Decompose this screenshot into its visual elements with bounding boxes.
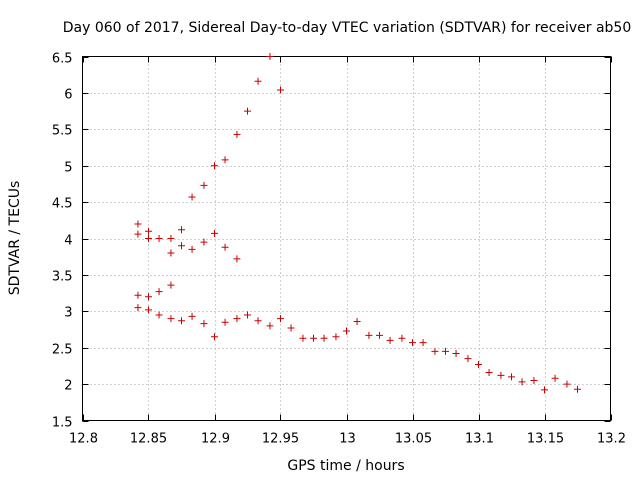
data-point bbox=[211, 229, 218, 237]
data-point bbox=[244, 107, 251, 115]
data-point bbox=[254, 317, 262, 325]
data-point bbox=[287, 324, 295, 332]
x-axis-label: GPS time / hours bbox=[287, 458, 404, 474]
y-tick-label: 1.5 bbox=[52, 416, 73, 431]
data-point bbox=[233, 130, 241, 138]
data-point bbox=[178, 226, 185, 234]
data-point bbox=[155, 288, 163, 296]
y-tick-label: 2 bbox=[64, 379, 72, 394]
data-point bbox=[353, 317, 361, 325]
data-point bbox=[398, 334, 406, 342]
data-point bbox=[464, 355, 472, 363]
data-point bbox=[145, 306, 152, 314]
x-tick-label: 12.8 bbox=[69, 432, 98, 447]
y-tick-labels: 1.5 2 2.5 3 3.5 4 4.5 5 5.5 6 6.5 bbox=[52, 52, 73, 431]
data-point bbox=[475, 360, 482, 368]
y-tick-label: 4.5 bbox=[52, 197, 73, 212]
data-point bbox=[277, 315, 284, 323]
x-tick-label: 12.85 bbox=[130, 432, 167, 447]
data-point bbox=[188, 193, 196, 201]
data-point bbox=[188, 245, 196, 253]
data-point bbox=[386, 336, 394, 344]
data-point bbox=[221, 318, 229, 326]
data-point bbox=[254, 77, 262, 85]
data-point bbox=[134, 230, 142, 238]
data-point bbox=[178, 317, 185, 325]
y-tick-label: 5 bbox=[64, 161, 72, 176]
data-point bbox=[442, 347, 449, 355]
y-axis-label: SDTVAR / TECUs bbox=[7, 181, 23, 296]
data-point bbox=[497, 371, 505, 379]
plot-frame bbox=[82, 56, 611, 421]
x-tick-label: 13.1 bbox=[465, 432, 494, 447]
data-point bbox=[155, 311, 163, 319]
data-point bbox=[299, 334, 307, 342]
data-point bbox=[266, 322, 274, 330]
x-tick-label: 12.95 bbox=[262, 432, 299, 447]
grid bbox=[82, 56, 611, 421]
data-point bbox=[551, 374, 559, 382]
data-point bbox=[200, 181, 208, 189]
data-point bbox=[419, 339, 427, 347]
data-point bbox=[518, 378, 526, 386]
data-point bbox=[134, 304, 142, 312]
x-tick-label: 12.9 bbox=[201, 432, 230, 447]
data-point bbox=[452, 350, 460, 358]
y-tick-label: 6 bbox=[64, 88, 72, 103]
y-tick-label: 3.5 bbox=[52, 270, 73, 285]
data-point bbox=[145, 227, 152, 235]
data-point bbox=[200, 320, 208, 328]
axis-ticks bbox=[82, 56, 612, 422]
x-tick-label: 13.2 bbox=[597, 432, 626, 447]
data-point bbox=[343, 327, 350, 335]
data-point bbox=[431, 347, 439, 355]
data-points bbox=[134, 53, 581, 394]
data-point bbox=[277, 86, 284, 94]
y-tick-label: 4 bbox=[64, 234, 72, 249]
data-point bbox=[530, 376, 538, 384]
x-tick-label: 13.05 bbox=[395, 432, 432, 447]
data-point bbox=[200, 238, 208, 246]
data-point bbox=[188, 312, 196, 320]
data-point bbox=[167, 281, 175, 289]
data-point bbox=[409, 339, 416, 347]
data-point bbox=[508, 373, 515, 381]
data-point bbox=[320, 334, 328, 342]
data-point bbox=[574, 385, 581, 393]
data-point bbox=[145, 293, 152, 301]
data-point bbox=[178, 242, 185, 250]
data-point bbox=[244, 311, 251, 319]
data-point bbox=[310, 334, 317, 342]
data-point bbox=[332, 333, 340, 341]
data-point bbox=[167, 235, 175, 242]
data-point bbox=[376, 331, 383, 339]
data-point bbox=[541, 386, 548, 394]
data-point bbox=[233, 315, 241, 323]
y-tick-label: 6.5 bbox=[52, 52, 73, 67]
y-tick-label: 2.5 bbox=[52, 343, 73, 358]
data-point bbox=[211, 162, 218, 170]
data-point bbox=[365, 331, 373, 339]
x-tick-labels: 12.8 12.85 12.9 12.95 13 13.05 13.1 13.15 13.2 bbox=[69, 432, 626, 447]
chart-title: Day 060 of 2017, Sidereal Day-to-day VTE… bbox=[63, 20, 632, 36]
data-point bbox=[485, 368, 493, 376]
data-point bbox=[221, 156, 229, 164]
x-tick-label: 13 bbox=[339, 432, 356, 447]
data-point bbox=[233, 255, 241, 263]
data-point bbox=[221, 243, 229, 251]
data-point bbox=[167, 315, 175, 323]
data-point bbox=[167, 249, 175, 257]
data-point bbox=[563, 380, 571, 388]
x-tick-label: 13.15 bbox=[527, 432, 564, 447]
data-point bbox=[211, 333, 218, 341]
y-tick-label: 3 bbox=[64, 306, 72, 321]
data-point bbox=[155, 235, 163, 242]
data-point bbox=[145, 235, 152, 242]
data-point bbox=[266, 53, 274, 60]
y-tick-label: 5.5 bbox=[52, 124, 73, 139]
data-point bbox=[134, 291, 142, 299]
data-point bbox=[134, 220, 142, 228]
